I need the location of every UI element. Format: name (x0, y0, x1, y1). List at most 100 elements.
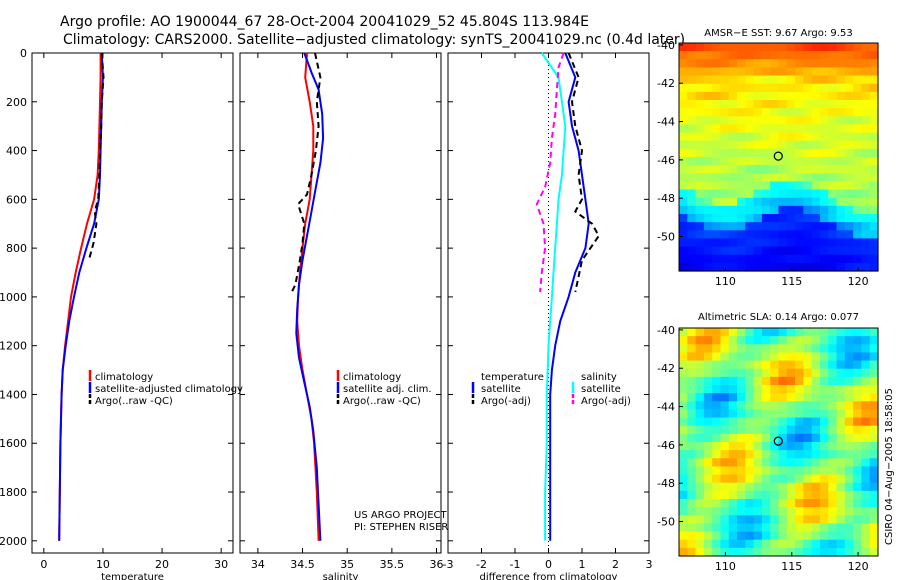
heatmap-cell (803, 262, 813, 272)
heatmap-cell (728, 51, 738, 60)
heatmap-cell (712, 352, 722, 362)
heatmap-cell (728, 507, 738, 516)
x-tick-label: 2 (612, 558, 619, 571)
heatmap-cell (695, 547, 705, 557)
heatmap-cell (679, 181, 688, 191)
heatmap-cell (770, 466, 780, 476)
y-tick-label: 800 (6, 242, 27, 255)
heatmap-cell (836, 401, 846, 411)
heatmap-cell (778, 181, 788, 191)
heatmap-cell (803, 442, 813, 451)
heatmap-cell (803, 140, 813, 150)
heatmap-cell (703, 482, 713, 492)
heatmap-cell (778, 51, 788, 60)
heatmap-cell (869, 59, 879, 69)
heatmap-cell (679, 344, 688, 354)
heatmap-cell (803, 205, 813, 215)
heatmap-cell (679, 214, 688, 223)
heatmap-cell (761, 246, 771, 256)
heatmap-cell (786, 523, 796, 533)
heatmap-cell (819, 91, 829, 101)
y-tick-label: -50 (657, 516, 675, 529)
heatmap-cell (712, 262, 722, 272)
heatmap-cell (687, 157, 697, 166)
heatmap-cell (679, 450, 688, 459)
heatmap-cell (770, 458, 780, 468)
heatmap-cell (844, 360, 854, 370)
heatmap-cell (786, 352, 796, 362)
heatmap-cell (679, 230, 688, 240)
heatmap-cell (786, 385, 796, 394)
heatmap-cell (737, 547, 746, 557)
heatmap-cell (753, 433, 763, 443)
heatmap-cell (712, 91, 722, 101)
heatmap-cell (869, 148, 879, 158)
heatmap-cell (745, 368, 755, 378)
heatmap-cell (861, 344, 871, 354)
heatmap-cell (869, 108, 879, 117)
heatmap-cell (770, 100, 780, 109)
heatmap-cell (786, 531, 796, 541)
heatmap-cell (869, 450, 879, 459)
heatmap-cell (828, 181, 838, 191)
heatmap-cell (819, 140, 829, 150)
heatmap-cell (811, 51, 821, 60)
legend-argo-label: Argo(..raw -QC) (343, 396, 421, 407)
heatmap-cell (853, 124, 863, 134)
heatmap-cell (745, 222, 755, 231)
heatmap-cell (786, 336, 796, 345)
heatmap-cell (770, 51, 780, 60)
heatmap-cell (819, 262, 829, 272)
heatmap-cell (687, 368, 697, 378)
heatmap-cell (745, 67, 755, 77)
heatmap-cell (836, 59, 846, 69)
heatmap-cell (737, 336, 746, 345)
heatmap-cell (679, 547, 688, 557)
heatmap-cell (853, 450, 863, 459)
heatmap-cell (778, 165, 788, 174)
heatmap-cell (679, 116, 688, 126)
heatmap-cell (761, 43, 771, 52)
heatmap-cell (828, 75, 838, 85)
heatmap-cell (786, 344, 796, 354)
heatmap-cell (737, 67, 746, 77)
x-tick-label: 120 (848, 560, 869, 573)
heatmap-cell (753, 490, 763, 500)
heatmap-cell (753, 189, 763, 199)
heatmap-cell (778, 474, 788, 484)
heatmap-cell (853, 43, 863, 52)
heatmap-cell (836, 344, 846, 354)
heatmap-cell (745, 490, 755, 500)
heatmap-cell (703, 124, 713, 134)
heatmap-cell (819, 165, 829, 174)
heatmap-cell (786, 458, 796, 468)
heatmap-cell (720, 238, 730, 248)
heatmap-cell (703, 466, 713, 476)
heatmap-cell (679, 531, 688, 541)
heatmap-cell (786, 417, 796, 427)
heatmap-cell (720, 515, 730, 525)
heatmap-cell (737, 140, 746, 150)
heatmap-cell (761, 515, 771, 525)
series-line (567, 52, 600, 293)
heatmap-cell (737, 531, 746, 541)
heatmap-cell (778, 393, 788, 402)
heatmap-cell (811, 442, 821, 451)
heatmap-cell (811, 425, 821, 435)
heatmap-cell (861, 67, 871, 77)
heatmap-cell (819, 197, 829, 207)
heatmap-cell (836, 197, 846, 207)
heatmap-cell (737, 417, 746, 427)
heatmap-cell (687, 507, 697, 516)
heatmap-cell (869, 523, 879, 533)
heatmap-cell (703, 474, 713, 484)
heatmap-cell (728, 246, 738, 256)
heatmap-cell (679, 409, 688, 419)
heatmap-cell (703, 189, 713, 199)
heatmap-cell (679, 515, 688, 525)
heatmap-cell (811, 547, 821, 557)
heatmap-cell (836, 531, 846, 541)
heatmap-cell (828, 214, 838, 223)
plot-frame (31, 52, 234, 554)
heatmap-cell (869, 75, 879, 85)
